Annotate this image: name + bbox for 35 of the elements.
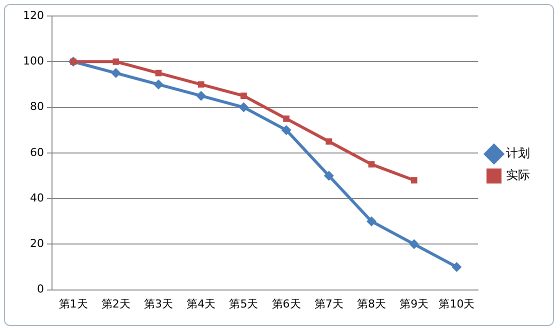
- point: [409, 239, 420, 250]
- point: [110, 68, 121, 78]
- point: [283, 115, 290, 122]
- legend-label: 计划: [506, 146, 530, 160]
- y-tick-label: 100: [22, 54, 44, 68]
- x-tick-label: 第2天: [101, 297, 130, 310]
- y-tick-label: 0: [36, 282, 44, 296]
- y-tick-label: 20: [30, 237, 44, 250]
- point: [153, 79, 164, 90]
- x-tick-label: 第5天: [229, 297, 258, 310]
- x-tick-label: 第7天: [314, 297, 344, 310]
- x-tick-label: 第10天: [438, 297, 475, 310]
- legend-label: 实际: [506, 168, 530, 182]
- point: [281, 125, 292, 136]
- point: [410, 177, 418, 184]
- point: [452, 262, 462, 272]
- point: [196, 90, 206, 101]
- point: [238, 102, 249, 112]
- point: [198, 81, 204, 88]
- x-tick-label: 第9天: [400, 297, 429, 310]
- point: [324, 170, 334, 181]
- point: [240, 92, 247, 100]
- point: [368, 161, 375, 168]
- x-tick-label: 第6天: [272, 297, 301, 310]
- y-tick-label: 120: [22, 8, 44, 22]
- x-tick-label: 第3天: [144, 297, 173, 310]
- x-tick-label: 第8天: [357, 297, 386, 310]
- point: [326, 138, 332, 145]
- y-tick-label: 80: [30, 100, 44, 114]
- y-tick-label: 60: [30, 146, 44, 159]
- y-tick-label: 40: [30, 191, 44, 204]
- point: [366, 216, 376, 226]
- point: [112, 58, 120, 65]
- x-tick-label: 第4天: [186, 297, 216, 310]
- x-tick-label: 第1天: [58, 297, 88, 310]
